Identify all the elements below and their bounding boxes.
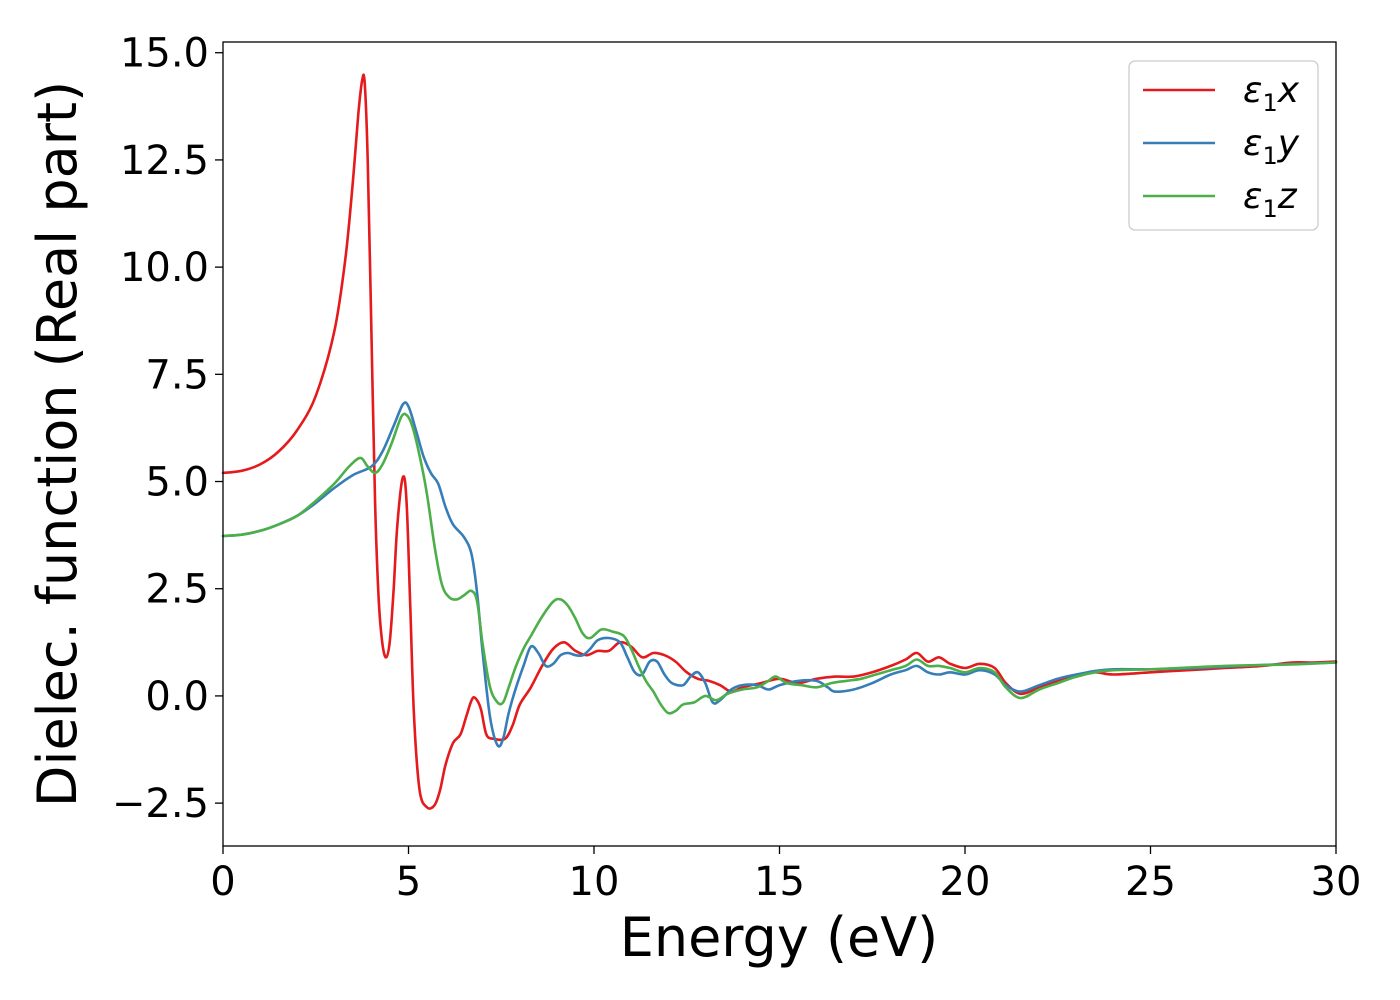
x-tick-label: 15 <box>754 859 805 905</box>
x-axis-ticks: 0 5 10 15 20 25 30 <box>210 846 1361 905</box>
x-axis-title: Energy (eV) <box>620 906 939 969</box>
legend: ε1x ε1y ε1z <box>1128 60 1319 231</box>
y-tick-label: 7.5 <box>145 352 209 398</box>
series-line-x <box>221 73 1338 810</box>
y-axis-title: Dielec. function (Real part) <box>26 81 89 807</box>
x-tick-label: 20 <box>940 859 991 905</box>
legend-label-z: ε1z <box>1243 176 1298 223</box>
x-tick-label: 5 <box>396 859 421 905</box>
legend-label-y: ε1y <box>1243 123 1300 170</box>
series-line-z <box>221 412 1338 715</box>
y-tick-label: 12.5 <box>120 138 209 184</box>
y-axis-ticks: −2.5 0.0 2.5 5.0 7.5 10.0 12.5 15.0 <box>112 31 223 827</box>
series-layer <box>221 73 1338 810</box>
y-tick-label: 5.0 <box>145 460 209 506</box>
legend-label-x: ε1x <box>1243 70 1300 117</box>
y-tick-label: 2.5 <box>145 567 209 613</box>
series-line-y <box>221 401 1338 748</box>
legend-entries: ε1x ε1y ε1z <box>1143 70 1300 223</box>
x-tick-label: 25 <box>1125 859 1176 905</box>
y-tick-label: 10.0 <box>120 245 209 291</box>
y-tick-label: −2.5 <box>112 781 209 827</box>
x-tick-label: 30 <box>1311 859 1362 905</box>
x-tick-label: 10 <box>569 859 620 905</box>
y-tick-label: 0.0 <box>145 674 209 720</box>
legend-box <box>1128 60 1319 231</box>
y-tick-label: 15.0 <box>120 31 209 77</box>
x-tick-label: 0 <box>210 859 235 905</box>
